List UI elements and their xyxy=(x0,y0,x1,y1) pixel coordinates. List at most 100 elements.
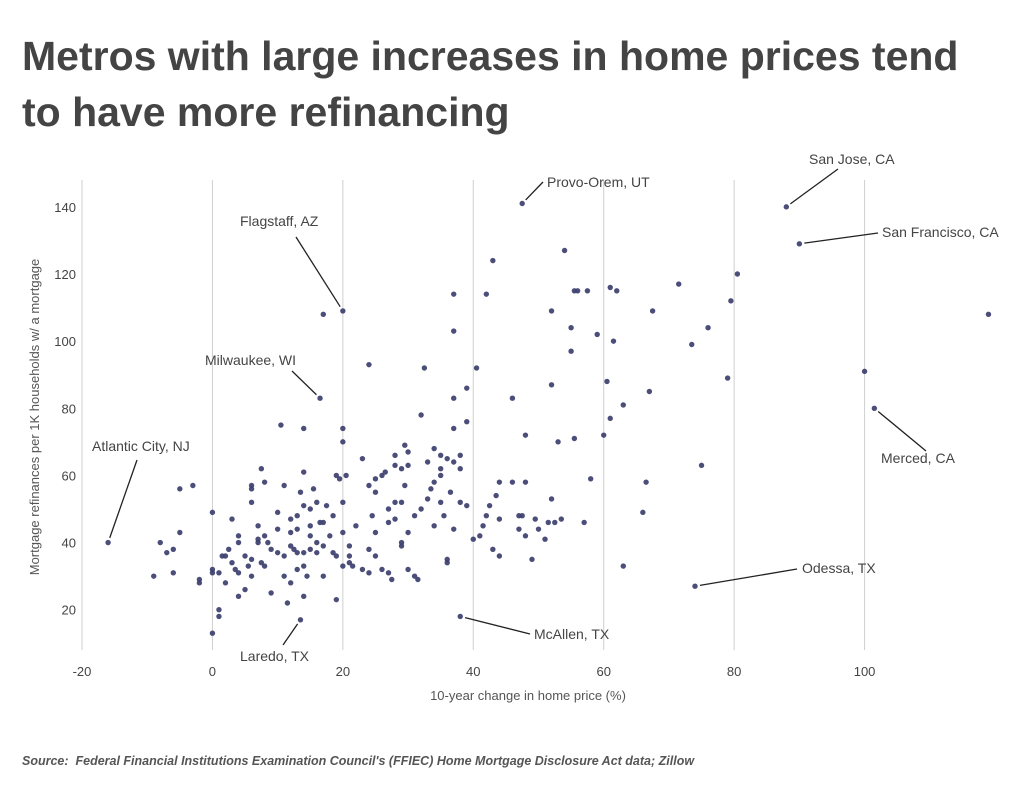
data-point xyxy=(353,523,359,529)
data-point xyxy=(509,395,516,401)
data-point xyxy=(574,288,581,294)
data-point xyxy=(548,308,555,314)
data-point xyxy=(392,499,398,505)
data-point xyxy=(796,241,803,247)
data-point xyxy=(437,472,444,479)
data-point xyxy=(584,288,591,294)
data-point xyxy=(190,482,196,489)
data-point xyxy=(287,580,294,586)
data-point xyxy=(385,519,392,526)
data-point xyxy=(561,247,568,254)
data-point xyxy=(294,513,300,519)
annotation-leader-line xyxy=(291,370,317,396)
x-tick-label: 0 xyxy=(209,664,216,679)
data-point xyxy=(281,553,287,559)
data-point xyxy=(346,560,353,566)
data-point xyxy=(490,546,496,552)
annotation-leader-line xyxy=(699,568,798,587)
data-point xyxy=(268,590,274,596)
data-point xyxy=(340,439,346,445)
data-point xyxy=(274,509,281,516)
data-point xyxy=(411,573,418,579)
annotation-label: Atlantic City, NJ xyxy=(92,438,190,454)
data-point xyxy=(320,543,326,549)
data-point xyxy=(516,526,522,532)
y-tick-label: 80 xyxy=(62,401,76,416)
data-point xyxy=(473,365,480,371)
data-point xyxy=(522,533,529,539)
data-point xyxy=(258,560,265,566)
data-point xyxy=(548,382,555,388)
data-point xyxy=(274,526,281,532)
data-point xyxy=(333,472,340,479)
data-point xyxy=(307,506,313,512)
data-point xyxy=(421,365,428,371)
data-point xyxy=(552,519,558,526)
chart-title: Metros with large increases in home pric… xyxy=(22,33,959,135)
data-point xyxy=(457,499,463,505)
data-point xyxy=(229,560,235,566)
data-point xyxy=(418,506,424,512)
data-point xyxy=(327,533,333,539)
data-point xyxy=(209,509,216,516)
data-point xyxy=(705,325,711,331)
data-point xyxy=(441,513,447,519)
data-point xyxy=(349,563,356,569)
data-point xyxy=(320,573,326,579)
data-point xyxy=(284,600,291,606)
data-point xyxy=(620,402,626,408)
data-point xyxy=(532,516,538,522)
data-point xyxy=(242,553,248,559)
data-point xyxy=(235,570,242,576)
data-point xyxy=(346,553,353,559)
data-point xyxy=(405,566,411,573)
data-point xyxy=(232,566,238,573)
annotation-label: San Jose, CA xyxy=(809,151,895,167)
data-point xyxy=(431,445,437,452)
data-point xyxy=(392,452,398,458)
data-point xyxy=(274,549,281,556)
data-point xyxy=(307,546,313,552)
data-point xyxy=(261,563,268,569)
data-point xyxy=(261,479,268,485)
data-point xyxy=(483,513,490,519)
data-point xyxy=(542,536,548,542)
data-point xyxy=(424,459,431,465)
data-point xyxy=(235,539,242,546)
data-point xyxy=(470,536,476,542)
data-point xyxy=(392,516,398,522)
data-point xyxy=(457,613,463,620)
data-point xyxy=(291,546,297,552)
data-point xyxy=(379,472,385,479)
data-point xyxy=(343,472,349,479)
data-point xyxy=(480,523,486,529)
data-point xyxy=(372,553,379,559)
data-points xyxy=(105,200,992,636)
data-point xyxy=(287,516,294,522)
annotation-leader-line xyxy=(109,459,138,539)
data-point xyxy=(366,482,372,489)
data-point xyxy=(372,529,379,536)
y-tick-label: 20 xyxy=(62,603,76,618)
data-point xyxy=(209,570,216,576)
data-point xyxy=(170,570,176,576)
data-point xyxy=(340,308,346,314)
x-tick-labels: -20 0 20 40 60 80 100 xyxy=(73,664,876,679)
data-point xyxy=(405,529,411,536)
data-point xyxy=(402,442,408,448)
data-point xyxy=(398,543,405,549)
data-point xyxy=(151,573,157,579)
annotation-label: Merced, CA xyxy=(881,450,956,466)
data-point xyxy=(496,553,503,559)
data-point xyxy=(258,466,265,472)
y-tick-label: 100 xyxy=(54,334,76,349)
data-point xyxy=(248,556,255,563)
data-point xyxy=(235,593,242,599)
data-point xyxy=(464,502,470,509)
data-point xyxy=(649,308,656,314)
data-point xyxy=(281,573,287,579)
annotation-label: San Francisco, CA xyxy=(882,224,999,240)
annotation-label: Flagstaff, AZ xyxy=(240,213,319,229)
data-point xyxy=(444,560,450,566)
data-point xyxy=(314,499,320,505)
